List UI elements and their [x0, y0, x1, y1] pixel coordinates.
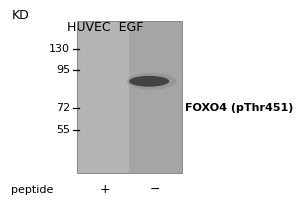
Text: 55: 55: [56, 125, 70, 135]
Text: KD: KD: [11, 9, 29, 22]
Text: +: +: [100, 183, 111, 196]
Ellipse shape: [129, 76, 169, 87]
Text: peptide: peptide: [11, 185, 54, 195]
Text: FOXO4 (pThr451): FOXO4 (pThr451): [185, 103, 294, 113]
Text: 72: 72: [56, 103, 70, 113]
Text: −: −: [150, 183, 161, 196]
Text: HUVEC  EGF: HUVEC EGF: [67, 21, 143, 34]
Bar: [129, 21, 182, 173]
Text: 130: 130: [49, 44, 70, 54]
Bar: [76, 21, 129, 173]
Text: 95: 95: [56, 65, 70, 75]
Bar: [76, 21, 182, 173]
Ellipse shape: [127, 73, 177, 90]
